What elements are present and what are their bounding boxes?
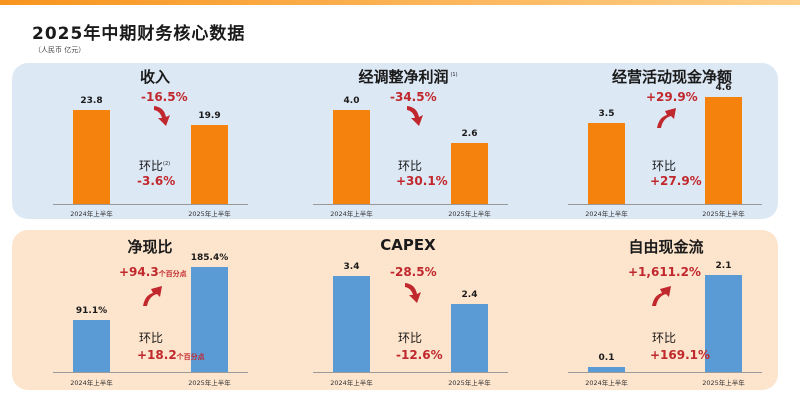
chart-baseline [53,204,248,205]
change-value: +29.9% [646,90,698,104]
arrow-up-icon [143,286,162,306]
x-tick-label: 2024年上半年 [330,210,373,218]
bar-0 [588,367,625,372]
chart-title: 净现比 [127,238,173,256]
x-tick-label: 2024年上半年 [585,210,628,218]
x-tick-label: 2024年上半年 [330,379,373,387]
bar-1 [191,125,228,204]
x-tick-label: 2025年上半年 [188,210,231,218]
data-label: 2.1 [715,261,732,271]
x-tick-label: 2025年上半年 [448,379,491,387]
arrow-up-icon [657,108,676,128]
data-label: 2.6 [461,128,478,139]
change-suffix: 个百分点 [158,270,187,278]
bar-0 [333,110,370,204]
qoq-value: -3.6% [137,174,176,188]
change-value: +1,611.2% [628,265,701,279]
bar-1 [705,97,742,204]
bar-1 [451,142,488,204]
chart-title: 经调整净利润 (1) [358,68,458,86]
qoq-label: 环比 [652,159,677,173]
qoq-label: 环比 [139,331,164,345]
chart-title-note: (1) [450,72,458,78]
qoq-value: +30.1% [396,174,448,188]
x-tick-label: 2025年上半年 [188,379,231,387]
bar-0 [333,276,370,372]
x-tick-label: 2024年上半年 [585,379,628,387]
arrow-down-icon [154,106,170,126]
x-tick-label: 2024年上半年 [70,210,113,218]
chart-title: 经营活动现金净额 [611,68,733,86]
bar-1 [191,267,228,372]
qoq-label: 环比(2) [139,159,171,173]
arrow-down-icon [407,106,423,126]
chart-baseline [313,204,508,205]
bar-0 [73,110,110,204]
qoq-suffix: 个百分点 [176,353,205,361]
change-value: -28.5% [390,265,437,279]
bar-1 [705,275,742,372]
panel-top [12,63,778,219]
x-tick-label: 2025年上半年 [702,210,745,218]
x-tick-label: 2025年上半年 [448,210,491,218]
arrow-down-icon [405,283,421,303]
data-label: 185.4% [190,253,229,263]
bar-0 [588,122,625,204]
data-label: 0.1 [598,353,615,364]
chart-baseline [313,372,508,373]
qoq-value: +18.2个百分点 [137,348,205,362]
chart-baseline [568,204,762,205]
qoq-label: 环比 [652,331,677,345]
change-value: -16.5% [141,90,188,104]
qoq-value: -12.6% [396,348,443,362]
x-tick-label: 2024年上半年 [70,379,113,387]
unit-note: （人民币 亿元） [34,46,86,54]
data-label: 91.1% [75,306,108,317]
chart-baseline [568,372,762,373]
x-tick-label: 2025年上半年 [702,379,745,387]
qoq-note: (2) [163,161,171,167]
qoq-value: +169.1% [650,348,711,362]
data-label: 19.9 [198,111,221,122]
chart-title: 收入 [139,68,171,86]
data-label: 4.0 [343,96,360,106]
chart-title: 自由现金流 [628,238,704,256]
qoq-label: 环比 [398,159,423,173]
chart-title: CAPEX [380,236,436,254]
qoq-value: +27.9% [650,174,702,188]
change-value: +94.3个百分点 [119,265,187,279]
data-label: 23.8 [80,96,103,106]
bar-0 [73,320,110,372]
chart-baseline [53,372,248,373]
page-title: 2025年中期财务核心数据 [32,24,246,44]
qoq-label: 环比 [398,331,423,345]
data-label: 4.6 [715,83,732,93]
top-accent-bar [0,0,800,5]
bar-1 [451,304,488,372]
panel-bottom [12,230,778,390]
data-label: 2.4 [461,290,478,301]
arrow-up-icon [652,286,671,306]
data-label: 3.4 [343,262,360,272]
data-label: 3.5 [598,108,615,119]
change-value: -34.5% [390,90,437,104]
